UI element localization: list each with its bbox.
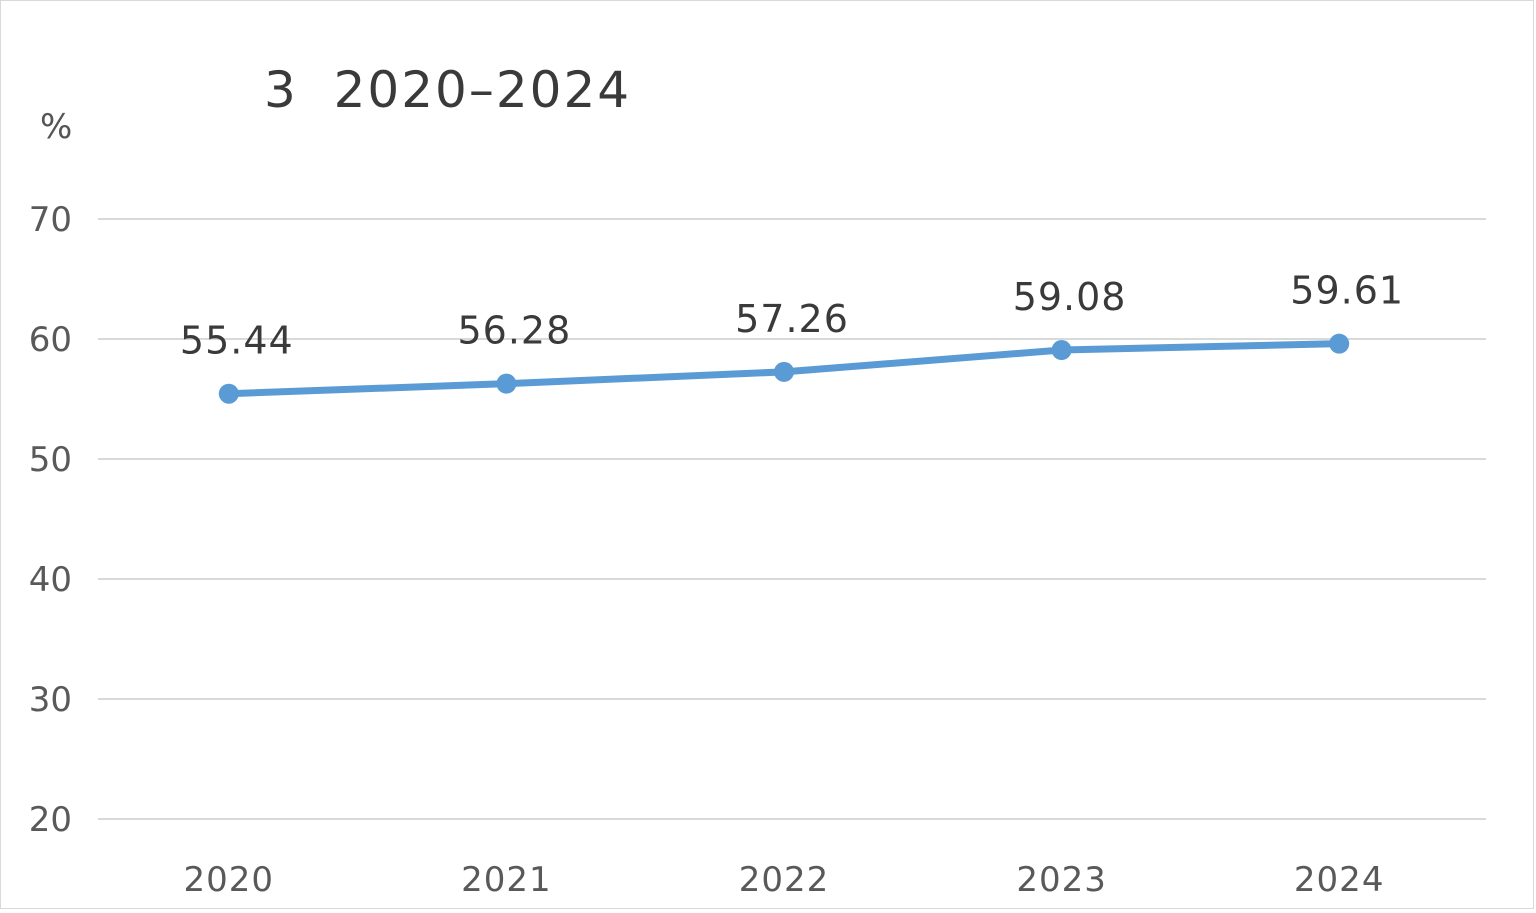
- data-point-marker: [496, 373, 517, 394]
- data-label: 55.44: [180, 319, 294, 363]
- data-label: 59.61: [1290, 269, 1404, 313]
- y-axis-ticks: 20 30 40 50 60 70: [29, 200, 72, 840]
- x-tick-label: 2024: [1294, 860, 1385, 900]
- y-tick-label: 50: [29, 440, 72, 480]
- data-point-marker: [218, 383, 239, 404]
- x-tick-label: 2023: [1016, 860, 1107, 900]
- data-label: 57.26: [735, 297, 849, 341]
- data-point-marker: [1329, 333, 1350, 354]
- y-tick-label: 40: [29, 560, 72, 600]
- series-line: [218, 333, 1350, 404]
- data-labels: 55.44 56.28 57.26 59.08 59.61: [180, 269, 1404, 363]
- data-label: 59.08: [1013, 275, 1127, 319]
- x-tick-label: 2021: [461, 860, 552, 900]
- x-tick-label: 2022: [739, 860, 830, 900]
- x-axis-ticks: 2020 2021 2022 2023 2024: [184, 860, 1385, 900]
- gridlines: [98, 218, 1486, 820]
- y-axis-unit-label: %: [40, 107, 72, 147]
- y-tick-label: 30: [29, 680, 72, 720]
- y-tick-label: 60: [29, 320, 72, 360]
- data-label: 56.28: [458, 309, 572, 353]
- x-tick-label: 2020: [184, 860, 275, 900]
- data-point-marker: [774, 361, 794, 382]
- y-tick-label: 20: [29, 800, 72, 840]
- chart-title: 3 2020–2024: [264, 61, 631, 119]
- y-tick-label: 70: [29, 200, 72, 240]
- data-point-marker: [1051, 340, 1072, 361]
